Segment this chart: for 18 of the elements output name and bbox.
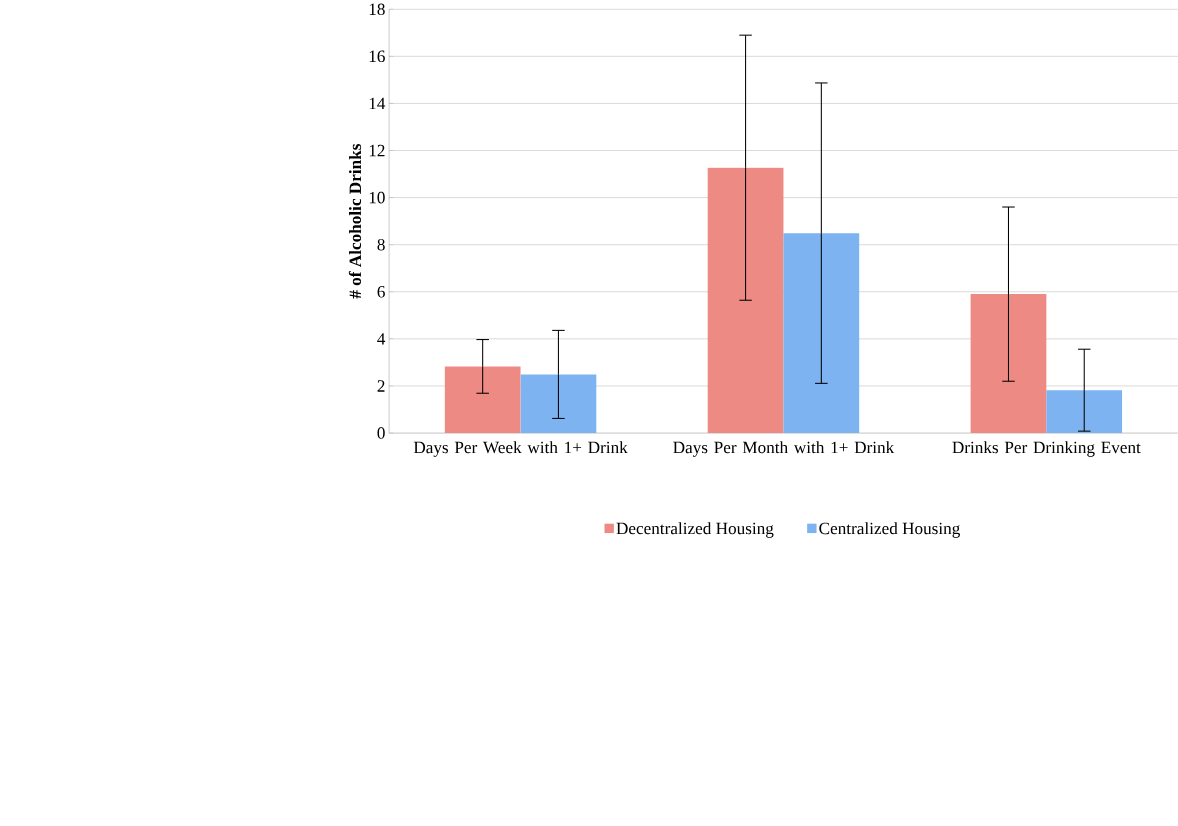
x-tick-label: Drinks Per Drinking Event xyxy=(952,441,1141,457)
x-tick-label: Days Per Month with 1+ Drink xyxy=(673,441,895,457)
y-tick-label: 8 xyxy=(377,238,385,251)
y-tick-label: 2 xyxy=(377,380,385,392)
legend-label: Centralized Housing xyxy=(819,522,960,538)
y-tick-label: 14 xyxy=(369,97,386,109)
y-tick-label: 16 xyxy=(369,50,385,63)
legend-label: Decentralized Housing xyxy=(616,522,774,538)
x-tick-label: Days Per Week with 1+ Drink xyxy=(413,441,628,457)
y-tick-label: 4 xyxy=(377,333,386,345)
y-axis-title: # of Alcoholic Drinks xyxy=(348,143,362,299)
y-tick-label: 6 xyxy=(377,285,385,298)
y-tick-label: 10 xyxy=(369,191,385,204)
bar xyxy=(444,366,521,433)
y-tick-label: 12 xyxy=(369,144,385,157)
bar xyxy=(707,167,784,433)
y-tick-label: 18 xyxy=(369,3,385,15)
y-tick-label: 0 xyxy=(377,427,385,439)
